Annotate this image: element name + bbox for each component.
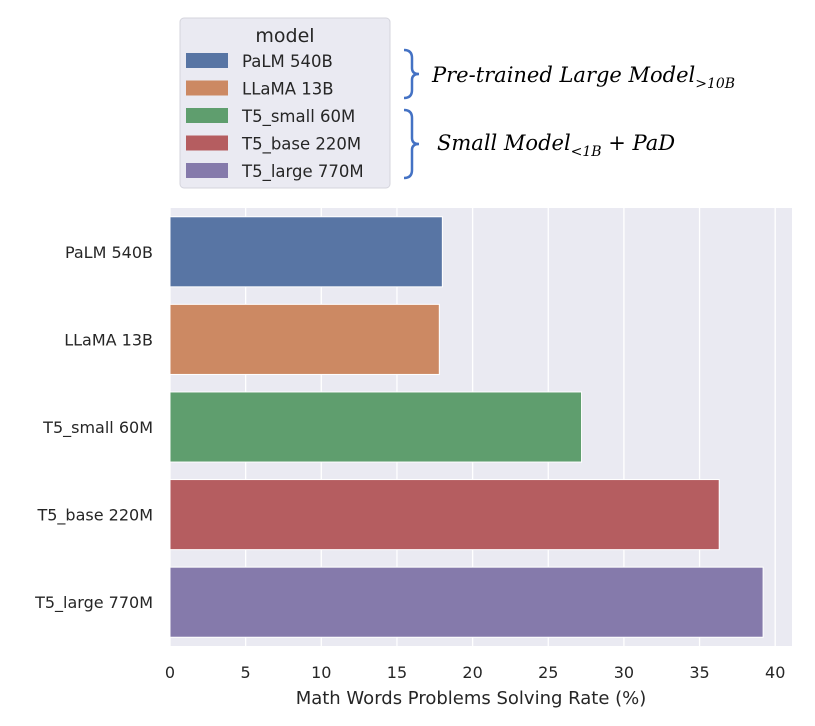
annotations: Pre-trained Large Model>10B Small Model<1… bbox=[403, 48, 735, 180]
legend-title: model bbox=[255, 25, 314, 47]
x-tick-label: 35 bbox=[689, 663, 709, 682]
legend-label: T5_small 60M bbox=[241, 107, 355, 127]
y-tick-label: T5_base 220M bbox=[36, 506, 153, 526]
legend-swatch bbox=[186, 80, 228, 96]
x-tick-label: 10 bbox=[311, 663, 331, 682]
bar bbox=[169, 391, 583, 463]
x-tick-label: 5 bbox=[241, 663, 251, 682]
bar bbox=[169, 303, 440, 375]
y-tick-label: T5_large 770M bbox=[34, 593, 153, 613]
x-tick-label: 30 bbox=[614, 663, 634, 682]
legend-label: T5_base 220M bbox=[241, 135, 361, 155]
x-tick-label: 25 bbox=[538, 663, 558, 682]
x-tick-labels: 0 5 10 15 20 25 30 35 40 bbox=[165, 663, 785, 682]
bar bbox=[169, 216, 443, 288]
legend-label: LLaMA 13B bbox=[242, 80, 334, 99]
legend-swatch bbox=[186, 108, 228, 123]
bar bbox=[169, 479, 720, 551]
annotation-label: Pre-trained Large Model>10B bbox=[431, 63, 735, 92]
x-tick-label: 0 bbox=[165, 663, 175, 682]
bracket-icon bbox=[403, 48, 420, 100]
y-tick-labels: PaLM 540B LLaMA 13B T5_small 60M T5_base 22… bbox=[34, 243, 153, 613]
x-tick-label: 40 bbox=[765, 663, 785, 682]
annotation-label: Small Model<1B + PaD bbox=[437, 131, 675, 160]
legend-label: T5_large 770M bbox=[241, 162, 364, 182]
legend-entries: PaLM 540B LLaMA 13B T5_small 60M T5_base 22… bbox=[186, 52, 364, 182]
legend: model PaLM 540B LLaMA 13B T5_small 60M T5_b… bbox=[179, 17, 391, 189]
y-tick-label: LLaMA 13B bbox=[64, 330, 153, 349]
x-tick-label: 20 bbox=[462, 663, 482, 682]
x-axis-title: Math Words Problems Solving Rate (%) bbox=[296, 688, 647, 709]
bracket-icon bbox=[403, 108, 420, 180]
legend-label: PaLM 540B bbox=[242, 52, 333, 71]
bars bbox=[169, 216, 764, 638]
legend-swatch bbox=[186, 163, 228, 178]
x-tick-label: 15 bbox=[387, 663, 407, 682]
y-tick-label: T5_small 60M bbox=[42, 418, 153, 438]
legend-swatch bbox=[186, 53, 228, 68]
bar bbox=[169, 566, 764, 638]
y-tick-label: PaLM 540B bbox=[65, 243, 153, 262]
legend-box bbox=[179, 17, 391, 189]
legend-swatch bbox=[186, 135, 228, 151]
